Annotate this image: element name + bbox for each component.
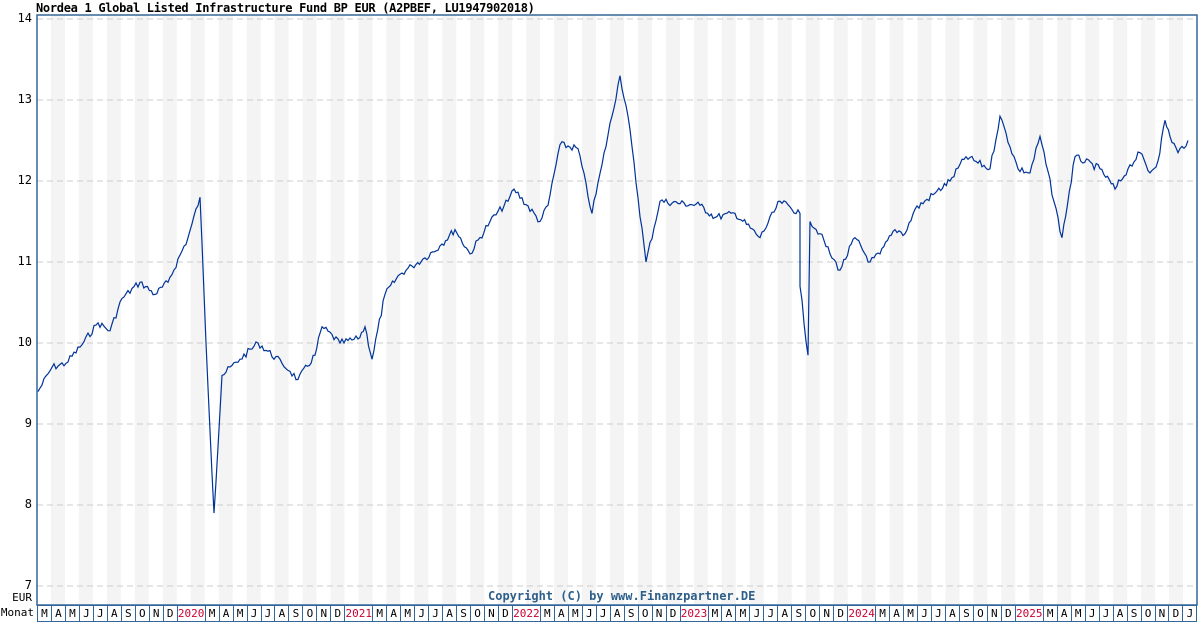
month-label: M	[707, 605, 722, 622]
month-label: N	[651, 605, 666, 622]
month-label: M	[64, 605, 79, 622]
y-tick-label: 11	[17, 254, 32, 268]
month-label: J	[1084, 605, 1099, 622]
month-label: S	[288, 605, 303, 622]
month-label: S	[120, 605, 135, 622]
month-label: A	[106, 605, 121, 622]
month-label: D	[162, 605, 177, 622]
year-label: 2022	[511, 605, 540, 622]
month-label: D	[1000, 605, 1015, 622]
month-label: O	[1140, 605, 1155, 622]
month-label: N	[316, 605, 331, 622]
month-label: J	[595, 605, 610, 622]
year-label: 2023	[679, 605, 708, 622]
month-label: M	[37, 605, 51, 622]
month-label: M	[1070, 605, 1085, 622]
month-label: A	[944, 605, 959, 622]
month-label: M	[204, 605, 219, 622]
month-label: A	[553, 605, 568, 622]
month-row-label: Monat	[0, 606, 34, 619]
month-label: A	[609, 605, 624, 622]
month-label: J	[260, 605, 275, 622]
month-label: S	[623, 605, 638, 622]
month-label: A	[274, 605, 289, 622]
month-label: J	[78, 605, 93, 622]
month-label: N	[484, 605, 498, 622]
month-label: A	[442, 605, 457, 622]
month-label: A	[1056, 605, 1071, 622]
month-label: O	[972, 605, 987, 622]
month-label: J	[414, 605, 429, 622]
month-label: S	[958, 605, 973, 622]
month-label: S	[1126, 605, 1141, 622]
year-label: 2020	[176, 605, 205, 622]
y-tick-label: 9	[24, 416, 32, 430]
month-label: A	[218, 605, 233, 622]
month-label: J	[917, 605, 931, 622]
month-label: A	[50, 605, 65, 622]
y-tick-label: 7	[24, 578, 32, 592]
month-label: O	[470, 605, 484, 622]
month-label: D	[833, 605, 848, 622]
month-label: M	[232, 605, 247, 622]
year-label: 2021	[344, 605, 373, 622]
month-stripes	[50, 15, 1184, 605]
month-axis: M A M J J A S O N D 2020 M A M J J A S O N D 2021 M A M J J A S O N D 20…	[37, 605, 1198, 622]
month-label: D	[665, 605, 680, 622]
month-label: J	[931, 605, 945, 622]
currency-label: EUR	[12, 591, 32, 604]
month-label: M	[400, 605, 415, 622]
month-label: M	[1042, 605, 1057, 622]
month-label: N	[148, 605, 163, 622]
month-label: M	[875, 605, 890, 622]
month-label: M	[735, 605, 750, 622]
month-label: S	[456, 605, 471, 622]
month-label: A	[386, 605, 401, 622]
month-label: N	[1154, 605, 1169, 622]
y-tick-label: 8	[24, 497, 32, 511]
month-label: M	[372, 605, 387, 622]
month-label: J	[749, 605, 764, 622]
month-label: N	[986, 605, 1001, 622]
year-label: 2024	[847, 605, 876, 622]
month-label: A	[777, 605, 792, 622]
month-label: J	[1098, 605, 1113, 622]
month-label: J	[92, 605, 107, 622]
month-label: J	[581, 605, 596, 622]
month-label: D	[497, 605, 512, 622]
y-tick-label: 12	[17, 173, 32, 187]
month-label: D	[1168, 605, 1183, 622]
price-line	[37, 75, 1189, 514]
month-label: O	[637, 605, 652, 622]
month-label: A	[721, 605, 736, 622]
month-label: D	[330, 605, 345, 622]
month-label: M	[567, 605, 582, 622]
month-label: M	[903, 605, 918, 622]
y-tick-label: 14	[17, 11, 32, 25]
chart-title: Nordea 1 Global Listed Infrastructure Fu…	[36, 1, 535, 15]
copyright-notice: Copyright (C) by www.Finanzpartner.DE	[488, 589, 756, 603]
month-label: A	[889, 605, 904, 622]
month-label: J	[763, 605, 778, 622]
month-label: N	[819, 605, 834, 622]
month-label: O	[805, 605, 820, 622]
month-label: J	[246, 605, 261, 622]
year-label: 2025	[1014, 605, 1043, 622]
month-label: M	[539, 605, 554, 622]
y-tick-label: 13	[17, 92, 32, 106]
month-label: J	[1182, 605, 1198, 622]
month-label: O	[302, 605, 317, 622]
month-label: J	[428, 605, 443, 622]
y-tick-label: 10	[17, 335, 32, 349]
month-label: A	[1112, 605, 1127, 622]
gridlines	[37, 18, 1197, 587]
month-label: S	[791, 605, 806, 622]
month-label: O	[134, 605, 149, 622]
